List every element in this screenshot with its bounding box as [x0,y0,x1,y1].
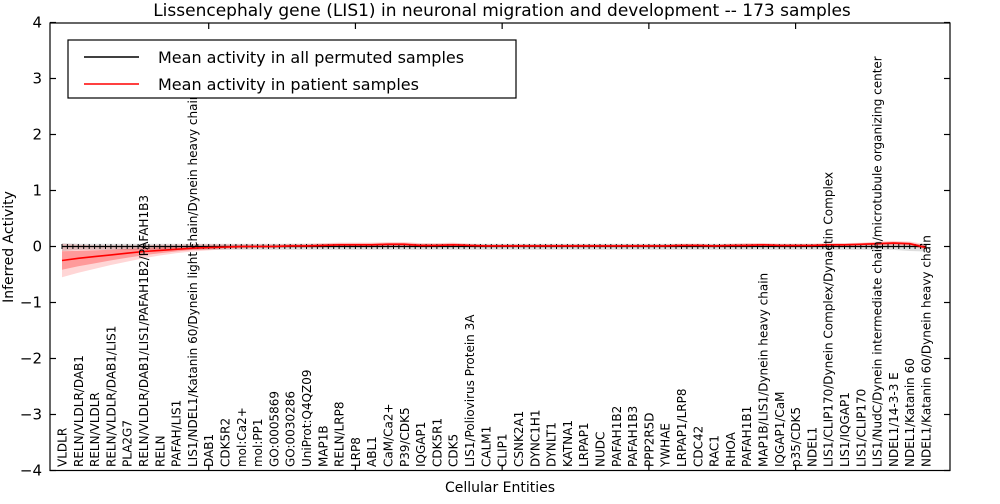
x-category-label: NDEL1 [805,427,819,467]
x-category-label: LIS1/CLIP170 [854,389,868,467]
x-category-label: YWHAE [659,423,673,468]
x-category-label: PAFAH1B1 [740,406,754,467]
x-category-label: PPP2R5D [642,412,656,467]
x-category-label: LIS1/NDEL1/Katanin 60/Dynein light chain… [186,93,200,467]
x-category-label: CDC42 [691,426,705,467]
x-category-label: VLDLR [56,428,70,467]
x-category-label: RELN/VLDLR/DAB1/LIS1 [104,326,118,467]
x-category-label: LRPAP1/LRP8 [675,388,689,467]
x-category-labels: VLDLR RELN/VLDLR/DAB1 RELN/VLDLR RELN/VLDLR… [56,56,934,468]
y-tick-label: 2 [32,126,42,144]
x-category-label: CDK5 [447,434,461,467]
legend-box [67,39,517,99]
x-category-label: RELN [153,435,167,467]
x-category-label: PAFAH1B2 [610,406,624,467]
x-category-label: LIS1/NudC/Dynein intermediate chain/micr… [871,56,885,467]
x-category-label: MAP1B/LIS1/Dynein heavy chain [756,273,770,467]
y-tick-label: 4 [32,14,42,32]
legend-label-patient: Mean activity in patient samples [158,75,419,94]
x-category-label: UniProt:Q4QZ09 [300,369,314,467]
x-category-label: CaM/Ca2+ [382,403,396,467]
y-tick-label: −2 [20,350,42,368]
y-tick-label: 1 [32,182,42,200]
x-category-label: RELN/VLDLR/DAB1/LIS1/PAFAH1B2/PAFAH1B3 [137,195,151,467]
x-category-label: RELN/LRP8 [333,401,347,467]
x-category-label: RELN/VLDLR [88,392,102,467]
series-lines [61,242,927,262]
x-category-label: LRPAP1 [577,422,591,467]
x-category-label: mol:Ca2+ [235,407,249,467]
x-category-label: PAFAH1B3 [626,406,640,467]
x-category-label: MAP1B [316,425,330,467]
y-axis-label: Inferred Activity [1,191,17,303]
x-category-label: IQGAP1 [414,422,428,467]
axis-ticks: 4 3 2 1 0 −1 −2 −3 −4 [20,14,950,480]
x-category-label: NUDC [593,432,607,467]
x-category-label: mol:PP1 [251,418,265,467]
x-category-label: GO:0005869 [267,391,281,467]
legend-label-permuted: Mean activity in all permuted samples [158,48,464,67]
x-category-label: CSNK2A1 [512,411,526,467]
chart-title: Lissencephaly gene (LIS1) in neuronal mi… [153,1,851,21]
x-category-label: LRP8 [349,437,363,467]
x-category-label: IQGAP1/CaM [773,392,787,468]
x-category-label: CDK5R1 [430,418,444,467]
x-category-label: NDEL1/Katanin 60 [903,358,917,467]
patient-mean-line [61,242,927,262]
x-category-label: RELN/VLDLR/DAB1 [72,355,86,467]
x-category-label: LIS1/CLIP170/Dynein Complex/Dynactin Com… [822,172,836,467]
x-category-label: DAB1 [202,434,216,467]
x-category-label: PLA2G7 [121,420,135,467]
x-category-label: p35/CDK5 [789,407,803,467]
x-category-label: ABL1 [365,436,379,467]
x-category-label: LIS1/IQGAP1 [838,392,852,467]
x-category-label: NDEL1/14-3-3 E [887,372,901,467]
x-category-label: DYNC1H1 [528,409,542,467]
x-category-label: RAC1 [708,435,722,467]
x-category-label: RHOA [724,431,738,467]
x-category-label: CDK5R2 [219,418,233,467]
x-category-label: LIS1/Poliovirus Protein 3A [463,314,477,467]
y-tick-label: 3 [32,70,42,88]
x-axis-label: Cellular Entities [445,480,555,496]
x-category-label: NDEL1/Katanin 60/Dynein heavy chain [920,235,934,467]
y-tick-label: −1 [20,294,42,312]
y-tick-label: −4 [20,462,42,480]
x-category-label: DYNLT1 [545,422,559,467]
x-category-label: KATNA1 [561,420,575,467]
x-category-label: P39/CDK5 [398,407,412,467]
y-tick-label: 0 [32,238,42,256]
x-category-label: CLIP1 [496,434,510,467]
x-category-label: GO:0030286 [284,391,298,467]
y-tick-label: −3 [20,406,42,424]
x-category-label: CALM1 [479,426,493,467]
x-category-label: PAFAH/LIS1 [170,400,184,467]
legend: Mean activity in all permuted samples Me… [67,39,517,99]
